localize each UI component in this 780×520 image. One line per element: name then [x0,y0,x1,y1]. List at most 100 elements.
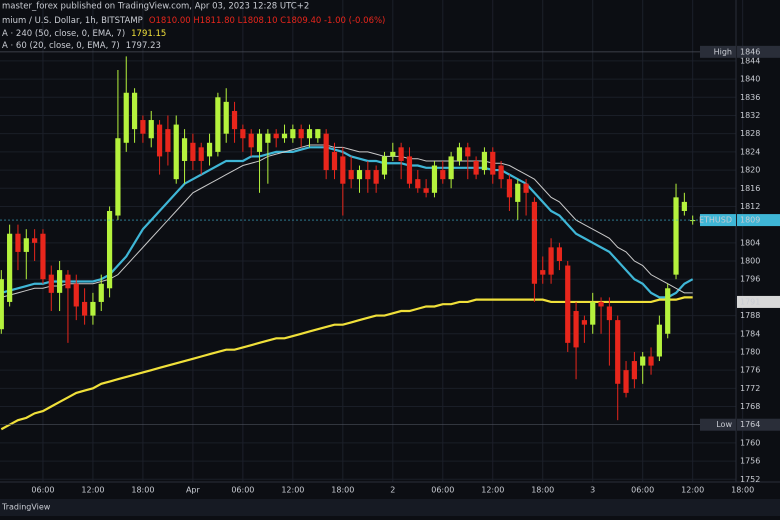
candle-body [7,233,13,302]
candle-body [90,301,96,316]
x-tick-label: 12:00 [281,486,304,495]
candle-body [490,151,496,175]
candle-body [606,306,612,321]
candle-body [523,183,529,193]
candle-body [315,129,321,139]
candle-body [623,370,629,393]
candle-body [65,274,71,289]
candle-body [306,129,313,139]
ema-line [0,296,693,431]
y-tick-label: 1772 [740,384,760,393]
y-tick-label: 1776 [740,366,760,375]
price-value: 1846 [740,47,760,56]
candle-body [40,233,46,280]
candle-body [556,247,563,262]
y-tick-label: 1844 [740,56,760,65]
candle-body [140,120,146,134]
candle-body [131,92,138,130]
candle-body [465,147,471,157]
candle-body [615,320,621,384]
y-tick-label: 1756 [740,457,760,466]
axes: 1844 1840 1836 1832 1828 1824 1820 1816 1812 1804… [31,45,780,495]
price-value-box [737,418,780,431]
candle-body [156,124,163,157]
legend-label: A · 60 (20, close, 0, EMA, 7) [2,41,120,51]
x-tick-label: 12:00 [681,486,704,495]
candle-body [281,133,288,139]
candle-body [540,270,546,275]
symbol: mium / U.S. Dollar, 1h, BITSTAMP [2,16,143,26]
candle-body [531,201,538,284]
candle-body [365,170,371,180]
candle-body [348,170,354,180]
price-label-name: Low [716,420,732,429]
candle-body [456,147,463,161]
candle-body [340,156,346,184]
candle-body [640,356,646,366]
x-tick-label: 06:00 [631,486,654,495]
candle-body [23,238,29,252]
candle-body [381,156,388,175]
legend-value: 1797.23 [126,41,161,51]
ema-line [1,144,693,298]
price-value: 1809 [740,216,760,225]
y-tick-label: 1760 [740,438,760,447]
price-value-box [737,45,780,58]
candle-body [181,138,188,161]
candle-body [290,129,296,139]
candle-body [32,238,38,243]
y-tick-label: 1836 [740,93,760,102]
y-tick-label: 1832 [740,111,760,120]
candle-body [323,133,329,171]
y-tick-label: 1768 [740,402,760,411]
price-label-box [700,418,736,431]
candle-body [515,183,521,202]
candle-body [506,179,513,198]
candle-body [190,142,196,161]
y-tick-label: 1780 [740,347,760,356]
y-tick-label: 1812 [740,202,760,211]
candle-body [598,301,604,307]
candle-body [665,288,671,334]
candle-body [256,133,263,152]
candle-body [0,279,4,330]
y-tick-label: 1804 [740,238,760,247]
candle-body [590,301,596,325]
candle-body [57,270,63,293]
candle-body [423,188,429,193]
candle-body [123,92,129,143]
x-tick-label: 18:00 [131,486,154,495]
candle-body [273,133,279,139]
candle-body [398,147,404,161]
price-label-box [700,214,736,227]
plot [0,51,736,431]
candle-body [415,179,421,189]
x-tick-label: 2 [390,486,395,495]
y-tick-label: 1816 [740,184,760,193]
candle-body [331,151,338,171]
candle-body [448,156,454,180]
price-label-name: High [714,47,732,56]
x-tick-label: 12:00 [81,486,104,495]
legend-label: A · 240 (50, close, 0, EMA, 7) [2,29,125,39]
x-tick-label: Apr [186,486,201,495]
candle-body [673,197,679,275]
legend-value: 1791.15 [131,29,166,39]
candle-body [248,133,254,148]
footer-bar [0,499,780,516]
candle-body [98,283,104,302]
candle-body [548,247,554,275]
legend-entry: A · 60 (20, close, 0, EMA, 7) 1797.23 [2,41,161,51]
candle-body [390,151,396,157]
candle-body [690,220,696,222]
legend-entry: A · 240 (50, close, 0, EMA, 7) 1791.15 [2,29,166,39]
price-label-name: ETHUSD [699,216,732,225]
y-tick-label: 1788 [740,311,760,320]
candle-body [15,233,21,252]
candle-body [73,283,79,307]
candle-body [265,133,271,143]
y-tick-label: 1820 [740,166,760,175]
